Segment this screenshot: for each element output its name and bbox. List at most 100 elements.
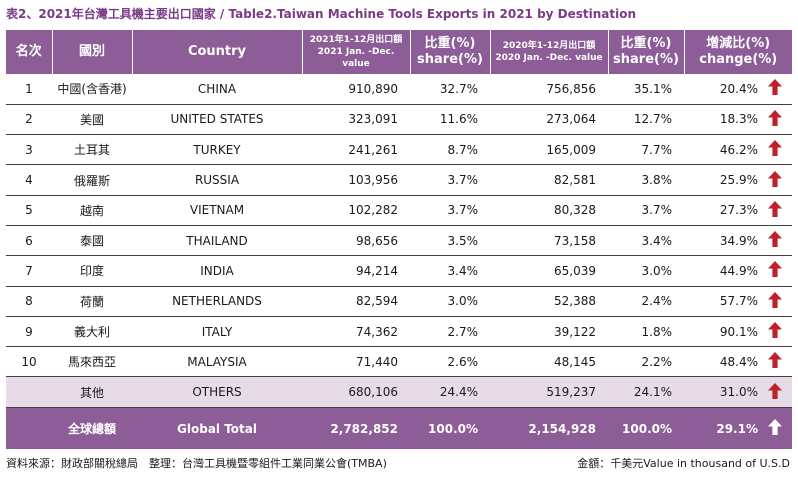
- country-zh-cell: 俄羅斯: [52, 164, 132, 196]
- table-title: 表2、2021年台灣工具機主要出口國家 / Table2.Taiwan Mach…: [6, 7, 637, 21]
- value-2021-cell: 82,594: [302, 286, 410, 317]
- share-2021-cell: 3.7%: [410, 195, 490, 226]
- change-value: 25.9%: [719, 173, 758, 188]
- share-2021-cell: 8.7%: [410, 134, 490, 166]
- arrow-up-icon: [766, 382, 784, 403]
- table-row: 8 荷蘭 NETHERLANDS 82,594 3.0% 52,388 2.4% 57.7%: [6, 286, 792, 317]
- change-cell: 34.9%: [684, 225, 792, 257]
- change-cell: 18.3%: [684, 104, 792, 136]
- value-2020-cell: 65,039: [490, 255, 608, 287]
- header-value-2020: 2020年1-12月出口額 2020 Jan. -Dec. value: [490, 30, 609, 74]
- share-2021-cell: 100.0%: [410, 407, 490, 450]
- header-row: 名次 國別 Country 2021年1-12月出口額 2021 Jan. -D…: [6, 30, 792, 74]
- value-2020-cell: 48,145: [490, 346, 608, 378]
- header-country-zh: 國別: [52, 30, 133, 74]
- header-country-en: Country: [132, 30, 303, 74]
- arrow-up-icon: [766, 139, 784, 160]
- arrow-up-icon: [766, 418, 784, 439]
- value-2021-cell: 71,440: [302, 346, 410, 378]
- country-zh-cell: 美國: [52, 104, 132, 136]
- share-2021-cell: 11.6%: [410, 104, 490, 136]
- table-row: 4 俄羅斯 RUSSIA 103,956 3.7% 82,581 3.8% 25.9%: [6, 164, 792, 196]
- value-2020-cell: 2,154,928: [490, 407, 608, 450]
- value-2020-cell: 519,237: [490, 376, 608, 408]
- source-note: 資料來源：財政部關稅總局 整理：台灣工具機暨零組件工業同業公會(TMBA): [6, 457, 387, 470]
- rank-cell: 9: [6, 316, 52, 348]
- rank-cell: 2: [6, 104, 52, 136]
- change-cell: 44.9%: [684, 255, 792, 287]
- table-row: 5 越南 VIETNAM 102,282 3.7% 80,328 3.7% 27.3%: [6, 195, 792, 226]
- share-2020-cell: 35.1%: [608, 74, 684, 105]
- header-share-2021-zh: 比重(%): [424, 36, 476, 51]
- share-2020-cell: 3.4%: [608, 225, 684, 257]
- change-cell: 20.4%: [684, 74, 792, 105]
- country-en-cell: TURKEY: [132, 134, 302, 166]
- others-row: 其他 OTHERS 680,106 24.4% 519,237 24.1% 31.0%: [6, 376, 792, 408]
- arrow-up-icon: [766, 200, 784, 221]
- change-cell: 90.1%: [684, 316, 792, 348]
- header-value-2020-zh: 2020年1-12月出口額: [502, 41, 596, 51]
- rank-cell: 10: [6, 346, 52, 378]
- value-2020-cell: 39,122: [490, 316, 608, 348]
- header-share-2021: 比重(%) share(%): [410, 30, 491, 74]
- share-2021-cell: 3.0%: [410, 286, 490, 317]
- country-en-cell: OTHERS: [132, 376, 302, 408]
- country-en-cell: MALAYSIA: [132, 346, 302, 378]
- share-2020-cell: 3.7%: [608, 195, 684, 226]
- country-zh-cell: 泰國: [52, 225, 132, 257]
- country-en-cell: UNITED STATES: [132, 104, 302, 136]
- header-value-2021: 2021年1-12月出口額 2021 Jan. -Dec. value: [302, 30, 411, 74]
- unit-note: 金額：千美元Value in thousand of U.S.D: [577, 457, 790, 470]
- country-zh-cell: 其他: [52, 376, 132, 408]
- arrow-up-icon: [766, 78, 784, 99]
- country-en-cell: VIETNAM: [132, 195, 302, 226]
- arrow-up-icon: [766, 170, 784, 191]
- share-2020-cell: 7.7%: [608, 134, 684, 166]
- share-2020-cell: 1.8%: [608, 316, 684, 348]
- exports-table: 名次 國別 Country 2021年1-12月出口額 2021 Jan. -D…: [6, 30, 792, 450]
- arrow-up-icon: [766, 230, 784, 251]
- value-2021-cell: 98,656: [302, 225, 410, 257]
- table-row: 1 中國(含香港) CHINA 910,890 32.7% 756,856 35.1% 20.…: [6, 74, 792, 105]
- share-2021-cell: 2.7%: [410, 316, 490, 348]
- total-row: 全球總額 Global Total 2,782,852 100.0% 2,154,928…: [6, 407, 792, 450]
- country-zh-cell: 全球總額: [52, 407, 132, 450]
- header-change-en: change(%): [699, 52, 778, 67]
- value-2021-cell: 910,890: [302, 74, 410, 105]
- change-value: 48.4%: [719, 354, 758, 369]
- header-value-2020-en: 2020 Jan. -Dec. value: [495, 53, 603, 63]
- rank-cell: [6, 407, 52, 450]
- change-value: 90.1%: [719, 324, 758, 339]
- value-2020-cell: 82,581: [490, 164, 608, 196]
- rank-cell: 1: [6, 74, 52, 105]
- share-2020-cell: 3.0%: [608, 255, 684, 287]
- change-value: 34.9%: [719, 233, 758, 248]
- header-share-2021-en: share(%): [417, 52, 483, 67]
- country-zh-cell: 土耳其: [52, 134, 132, 166]
- header-share-2020-en: share(%): [613, 52, 679, 67]
- table-body: 1 中國(含香港) CHINA 910,890 32.7% 756,856 35.1% 20.…: [6, 74, 792, 450]
- table-row: 2 美國 UNITED STATES 323,091 11.6% 273,064 12.7%…: [6, 104, 792, 136]
- change-value: 44.9%: [719, 263, 758, 278]
- share-2021-cell: 3.4%: [410, 255, 490, 287]
- share-2020-cell: 100.0%: [608, 407, 684, 450]
- country-zh-cell: 義大利: [52, 316, 132, 348]
- rank-cell: 7: [6, 255, 52, 287]
- arrow-up-icon: [766, 351, 784, 372]
- change-value: 31.0%: [719, 385, 758, 400]
- change-cell: 57.7%: [684, 286, 792, 317]
- rank-cell: 6: [6, 225, 52, 257]
- country-en-cell: INDIA: [132, 255, 302, 287]
- header-change: 增減比(%) change(%): [684, 30, 792, 74]
- country-en-cell: CHINA: [132, 74, 302, 105]
- header-share-2020: 比重(%) share(%): [608, 30, 685, 74]
- change-cell: 29.1%: [684, 407, 792, 450]
- value-2021-cell: 2,782,852: [302, 407, 410, 450]
- header-rank: 名次: [6, 30, 53, 74]
- country-zh-cell: 越南: [52, 195, 132, 226]
- share-2021-cell: 24.4%: [410, 376, 490, 408]
- value-2021-cell: 323,091: [302, 104, 410, 136]
- change-cell: 25.9%: [684, 164, 792, 196]
- change-cell: 31.0%: [684, 376, 792, 408]
- table-row: 7 印度 INDIA 94,214 3.4% 65,039 3.0% 44.9%: [6, 255, 792, 287]
